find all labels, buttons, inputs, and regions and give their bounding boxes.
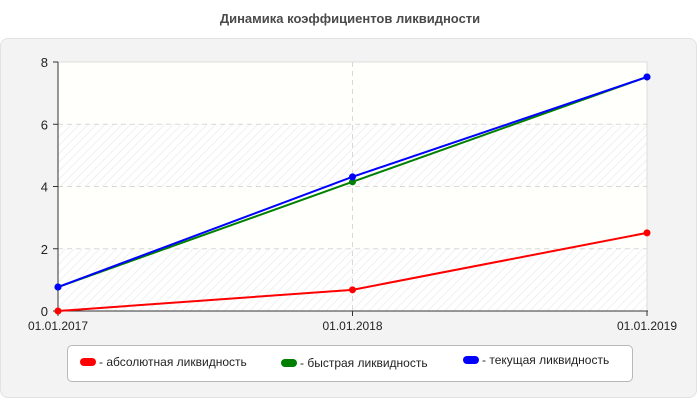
x-tick-label: 01.01.2017 xyxy=(28,319,88,333)
data-point xyxy=(349,286,356,294)
legend-swatch-blue xyxy=(463,356,479,364)
data-point xyxy=(349,173,356,181)
y-tick-label: 8 xyxy=(41,55,48,70)
legend-item-absolute: - абсолютная ликвидность xyxy=(80,355,247,369)
x-tick-label: 01.01.2018 xyxy=(322,319,382,333)
legend-item-current: - текущая ликвидность xyxy=(463,353,609,367)
y-tick-label: 6 xyxy=(41,117,48,132)
legend-label: - текущая ликвидность xyxy=(482,353,610,367)
chart-legend: - абсолютная ликвидность - быстрая ликви… xyxy=(67,345,633,382)
chart-title: Динамика коэффициентов ликвидности xyxy=(219,11,481,26)
y-tick-label: 0 xyxy=(41,304,48,319)
legend-item-quick: - быстрая ликвидность xyxy=(281,356,428,370)
data-point xyxy=(643,229,651,237)
x-tick-label: 01.01.2019 xyxy=(617,319,677,333)
legend-label: - абсолютная ликвидность xyxy=(99,355,247,369)
y-tick-label: 4 xyxy=(41,180,48,195)
data-point xyxy=(643,73,651,81)
legend-swatch-red xyxy=(80,358,96,366)
data-point xyxy=(54,307,62,315)
data-point xyxy=(54,283,62,291)
legend-swatch-green xyxy=(281,359,297,367)
legend-label: - быстрая ликвидность xyxy=(300,356,428,370)
data-point xyxy=(349,178,356,186)
y-tick-label: 2 xyxy=(41,242,48,257)
